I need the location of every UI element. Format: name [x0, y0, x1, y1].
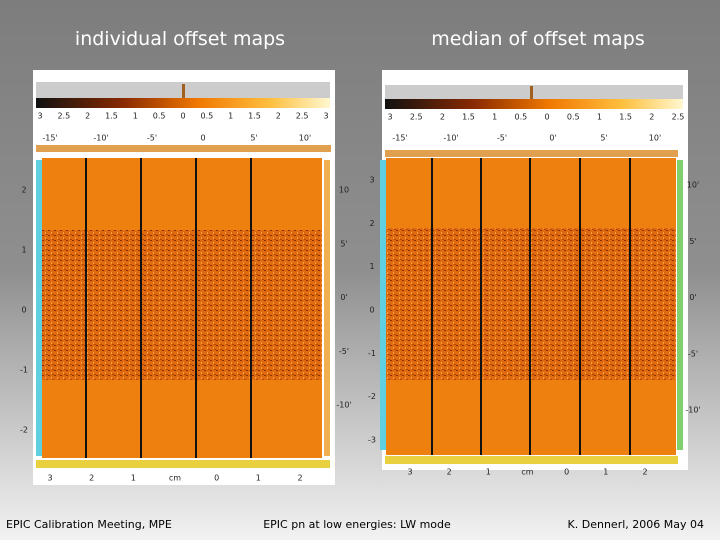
tick-label: 1: [492, 113, 497, 122]
tick-label: 3: [369, 176, 374, 185]
tick-label: 0': [549, 134, 556, 143]
tick-label: 1: [131, 474, 136, 483]
tick-label: 0: [200, 134, 205, 143]
tick-label: 0: [564, 468, 569, 477]
tick-label: 2: [21, 186, 26, 195]
tick-label: -10': [685, 406, 700, 415]
tick-label: 0': [689, 293, 696, 302]
tick-label: 1: [486, 468, 491, 477]
tick-label: 2.5: [296, 112, 309, 121]
tick-label: 2.5: [672, 113, 685, 122]
tick-label: 2.5: [57, 112, 70, 121]
title: median of offset maps: [431, 28, 645, 50]
tick-label: 10: [339, 186, 349, 195]
tick-label: 1: [228, 112, 233, 121]
tick-label: -2: [20, 426, 28, 435]
tick-label: 2: [85, 112, 90, 121]
tick-label: -3: [368, 436, 376, 445]
tick-label: cm: [169, 474, 181, 483]
tick-label: 10': [687, 181, 699, 190]
tick-label: -5': [147, 134, 157, 143]
tick-label: 2: [649, 113, 654, 122]
footer: EPIC pn at low energies: LW mode: [263, 518, 451, 531]
tick-label: 2: [369, 219, 374, 228]
tick-label: -10': [336, 401, 351, 410]
tick-label: 1.5: [619, 113, 632, 122]
tick-label: 2: [89, 474, 94, 483]
tick-label: 3: [37, 112, 42, 121]
tick-label: cm: [521, 468, 533, 477]
tick-label: 1: [256, 474, 261, 483]
tick-label: -15': [392, 134, 407, 143]
tick-label: 1.5: [248, 112, 261, 121]
tick-label: 0.5: [200, 112, 213, 121]
tick-label: 0.5: [515, 113, 528, 122]
tick-label: -15': [42, 134, 57, 143]
tick-label: -1: [20, 366, 28, 375]
tick-label: -5': [688, 349, 698, 358]
tick-label: 3: [323, 112, 328, 121]
tick-label: 0: [180, 112, 185, 121]
panel: [33, 70, 335, 485]
tick-label: 1.5: [105, 112, 118, 121]
tick-label: 2: [276, 112, 281, 121]
tick-label: 3: [387, 113, 392, 122]
tick-label: 0: [545, 113, 550, 122]
tick-label: 5': [340, 239, 347, 248]
tick-label: 3: [407, 468, 412, 477]
tick-label: 1: [369, 262, 374, 271]
tick-label: -5': [339, 347, 349, 356]
footer: EPIC Calibration Meeting, MPE: [6, 518, 172, 531]
footer: K. Dennerl, 2006 May 04: [568, 518, 704, 531]
tick-label: 0: [214, 474, 219, 483]
tick-label: 1: [603, 468, 608, 477]
tick-label: -10': [443, 134, 458, 143]
tick-label: 5': [689, 237, 696, 246]
tick-label: -2: [368, 392, 376, 401]
tick-label: 10': [649, 134, 661, 143]
tick-label: 2: [297, 474, 302, 483]
panel: [380, 70, 688, 470]
tick-label: 1.5: [462, 113, 475, 122]
tick-label: 2: [642, 468, 647, 477]
tick-label: 1: [21, 246, 26, 255]
tick-label: 2: [440, 113, 445, 122]
tick-label: 3: [47, 474, 52, 483]
tick-label: 0': [340, 293, 347, 302]
title: individual offset maps: [75, 28, 285, 50]
tick-label: 1: [597, 113, 602, 122]
tick-label: 0: [369, 306, 374, 315]
tick-label: 0.5: [567, 113, 580, 122]
tick-label: -5': [497, 134, 507, 143]
tick-label: 5': [250, 134, 257, 143]
tick-label: 0.5: [153, 112, 166, 121]
tick-label: -1: [368, 349, 376, 358]
tick-label: 10': [299, 134, 311, 143]
tick-label: 1: [133, 112, 138, 121]
tick-label: 2: [447, 468, 452, 477]
tick-label: 2.5: [410, 113, 423, 122]
tick-label: -10': [93, 134, 108, 143]
tick-label: 0: [21, 306, 26, 315]
tick-label: 5': [600, 134, 607, 143]
